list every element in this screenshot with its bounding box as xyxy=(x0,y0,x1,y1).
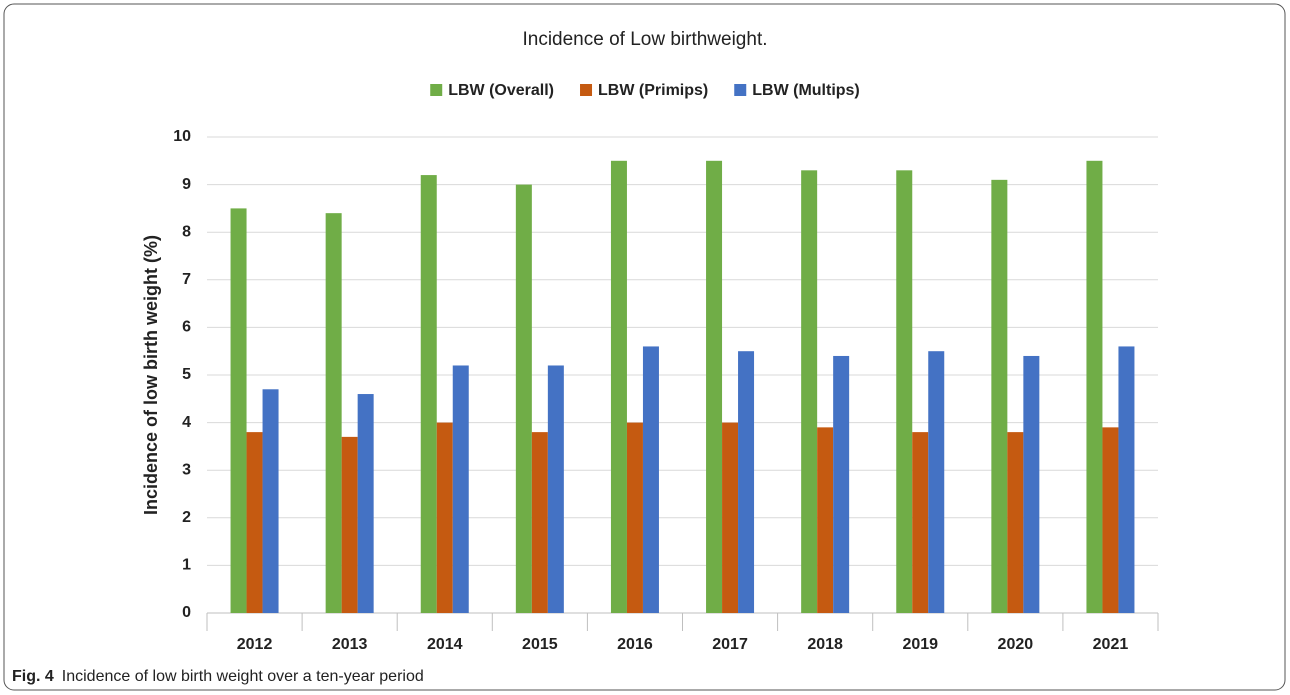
x-tick-label: 2020 xyxy=(998,636,1034,653)
bar xyxy=(642,346,659,613)
bar xyxy=(610,160,627,614)
legend-label: LBW (Multips) xyxy=(752,82,860,99)
chart-title: Incidence of Low birthweight. xyxy=(522,29,767,50)
bar xyxy=(357,394,374,613)
y-tick-label: 5 xyxy=(182,366,191,383)
y-tick-label: 1 xyxy=(182,557,191,574)
bar xyxy=(1102,427,1119,613)
bar xyxy=(515,184,532,613)
figure-border xyxy=(3,3,1286,691)
x-tick-label: 2021 xyxy=(1093,636,1129,653)
bar xyxy=(325,213,342,613)
legend-swatch xyxy=(734,84,747,96)
y-tick-label: 0 xyxy=(182,604,191,621)
legend-label: LBW (Primips) xyxy=(598,82,708,99)
legend-swatch xyxy=(430,84,443,96)
bar xyxy=(738,351,755,613)
y-tick-label: 7 xyxy=(182,271,191,288)
bar xyxy=(928,351,945,613)
y-tick-label: 4 xyxy=(182,414,191,431)
figure-caption: Fig. 4 Incidence of low birth weight over… xyxy=(12,668,424,685)
bar xyxy=(722,422,739,613)
bar xyxy=(1007,432,1024,613)
y-axis-label: Incidence of low birth weight (%) xyxy=(141,235,161,515)
bar xyxy=(341,436,358,613)
bar xyxy=(817,427,834,613)
bar xyxy=(896,170,913,613)
x-tick-label: 2016 xyxy=(617,636,653,653)
bar xyxy=(452,365,469,613)
y-tick-label: 9 xyxy=(182,176,191,193)
bar xyxy=(1023,355,1040,613)
y-tick-label: 10 xyxy=(173,128,191,145)
y-tick-label: 8 xyxy=(182,223,191,240)
bar xyxy=(991,179,1008,613)
x-tick-label: 2013 xyxy=(332,636,368,653)
y-tick-label: 3 xyxy=(182,461,191,478)
bar xyxy=(801,170,818,613)
bar xyxy=(547,365,564,613)
legend-label: LBW (Overall) xyxy=(448,82,554,99)
bar xyxy=(262,389,279,613)
bar xyxy=(436,422,453,613)
x-tick-label: 2014 xyxy=(427,636,463,653)
caption-label: Fig. 4 xyxy=(12,668,54,685)
bar xyxy=(912,432,929,613)
legend-swatch xyxy=(580,84,593,96)
y-tick-label: 6 xyxy=(182,319,191,336)
bar xyxy=(833,355,850,613)
bar xyxy=(626,422,643,613)
bar xyxy=(1118,346,1135,613)
x-tick-label: 2015 xyxy=(522,636,558,653)
bar xyxy=(531,432,548,613)
x-tick-label: 2012 xyxy=(237,636,273,653)
x-tick-label: 2018 xyxy=(807,636,843,653)
bar xyxy=(246,432,263,613)
y-tick-label: 2 xyxy=(182,509,191,526)
bar xyxy=(706,160,723,614)
bar xyxy=(1086,160,1103,614)
caption-text: Incidence of low birth weight over a ten… xyxy=(62,668,424,685)
bar xyxy=(420,175,437,613)
x-tick-label: 2017 xyxy=(712,636,748,653)
bar xyxy=(230,208,247,613)
x-tick-label: 2019 xyxy=(902,636,938,653)
